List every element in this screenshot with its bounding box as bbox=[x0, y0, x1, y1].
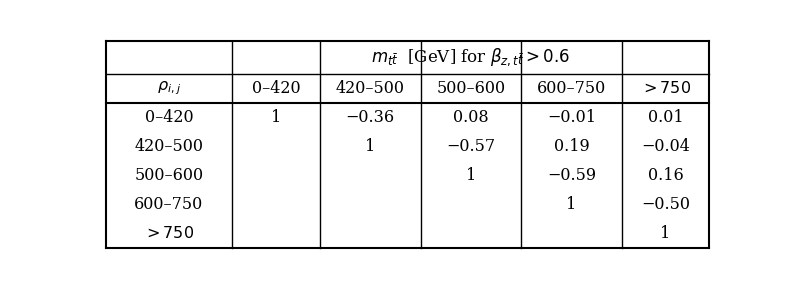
Text: 420–500: 420–500 bbox=[335, 80, 405, 97]
Text: −0.36: −0.36 bbox=[346, 109, 395, 126]
Text: 0.16: 0.16 bbox=[648, 167, 684, 184]
Text: 0–420: 0–420 bbox=[145, 109, 193, 126]
Text: −0.01: −0.01 bbox=[547, 109, 596, 126]
Text: 500–600: 500–600 bbox=[436, 80, 506, 97]
Text: 0.01: 0.01 bbox=[648, 109, 684, 126]
Text: 0–420: 0–420 bbox=[252, 80, 301, 97]
Text: $m_{t\bar{t}}$  [GeV] for $\beta_{z,t\bar{t}} > 0.6$: $m_{t\bar{t}}$ [GeV] for $\beta_{z,t\bar… bbox=[371, 47, 571, 68]
Text: 1: 1 bbox=[271, 109, 281, 126]
Text: $> 750$: $> 750$ bbox=[640, 80, 691, 97]
Text: $\rho_{i,j}$: $\rho_{i,j}$ bbox=[157, 80, 181, 98]
Text: 0.08: 0.08 bbox=[453, 109, 489, 126]
Text: −0.57: −0.57 bbox=[446, 138, 495, 155]
Text: $> 750$: $> 750$ bbox=[143, 225, 195, 242]
Text: 600–750: 600–750 bbox=[134, 196, 204, 213]
Text: −0.59: −0.59 bbox=[547, 167, 596, 184]
Text: 1: 1 bbox=[566, 196, 576, 213]
Text: 1: 1 bbox=[365, 138, 375, 155]
Text: −0.04: −0.04 bbox=[641, 138, 690, 155]
Text: 0.19: 0.19 bbox=[553, 138, 589, 155]
Text: 420–500: 420–500 bbox=[134, 138, 204, 155]
Text: −0.50: −0.50 bbox=[641, 196, 690, 213]
Text: 600–750: 600–750 bbox=[537, 80, 606, 97]
Text: 1: 1 bbox=[661, 225, 671, 242]
Text: 500–600: 500–600 bbox=[134, 167, 204, 184]
Text: 1: 1 bbox=[466, 167, 476, 184]
